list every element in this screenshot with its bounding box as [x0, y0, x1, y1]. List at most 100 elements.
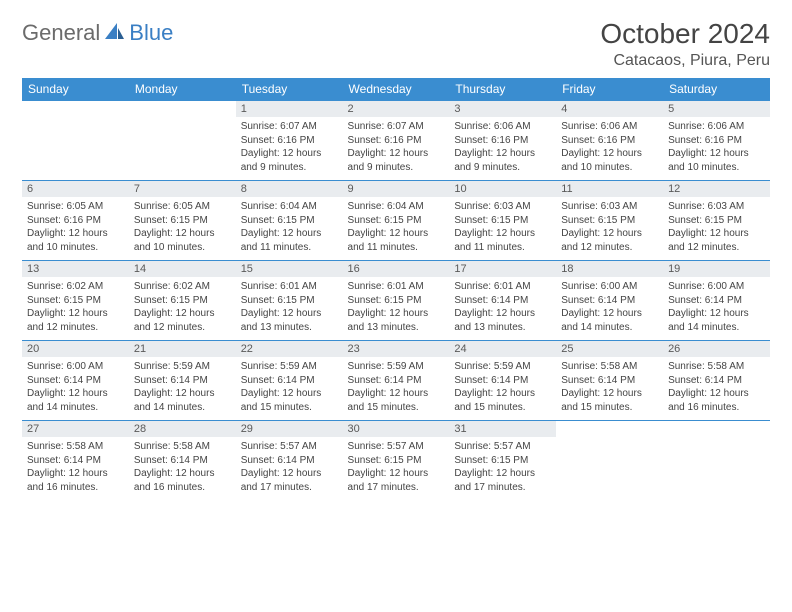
- day-details: Sunrise: 5:58 AMSunset: 6:14 PMDaylight:…: [129, 437, 236, 500]
- daylight-line: Daylight: 12 hours and 10 minutes.: [134, 227, 231, 254]
- daylight-line: Daylight: 12 hours and 9 minutes.: [454, 147, 551, 174]
- day-details: Sunrise: 6:04 AMSunset: 6:15 PMDaylight:…: [236, 197, 343, 260]
- day-number: 31: [449, 421, 556, 437]
- sunrise-line: Sunrise: 6:01 AM: [241, 280, 338, 294]
- calendar-day-cell: [556, 421, 663, 501]
- day-details: Sunrise: 5:57 AMSunset: 6:15 PMDaylight:…: [449, 437, 556, 500]
- day-number: 10: [449, 181, 556, 197]
- day-details: Sunrise: 6:02 AMSunset: 6:15 PMDaylight:…: [129, 277, 236, 340]
- daylight-line: Daylight: 12 hours and 10 minutes.: [27, 227, 124, 254]
- calendar-day-cell: 16Sunrise: 6:01 AMSunset: 6:15 PMDayligh…: [343, 261, 450, 341]
- daylight-line: Daylight: 12 hours and 10 minutes.: [561, 147, 658, 174]
- calendar-day-cell: 5Sunrise: 6:06 AMSunset: 6:16 PMDaylight…: [663, 101, 770, 181]
- sunrise-line: Sunrise: 6:07 AM: [241, 120, 338, 134]
- calendar-day-cell: 22Sunrise: 5:59 AMSunset: 6:14 PMDayligh…: [236, 341, 343, 421]
- weekday-header: Sunday: [22, 78, 129, 101]
- day-details: Sunrise: 6:05 AMSunset: 6:16 PMDaylight:…: [22, 197, 129, 260]
- daylight-line: Daylight: 12 hours and 14 minutes.: [27, 387, 124, 414]
- day-number: 12: [663, 181, 770, 197]
- weekday-header: Tuesday: [236, 78, 343, 101]
- calendar-day-cell: [663, 421, 770, 501]
- sunset-line: Sunset: 6:15 PM: [561, 214, 658, 228]
- sunset-line: Sunset: 6:14 PM: [241, 454, 338, 468]
- calendar-day-cell: [22, 101, 129, 181]
- calendar-day-cell: 23Sunrise: 5:59 AMSunset: 6:14 PMDayligh…: [343, 341, 450, 421]
- sunset-line: Sunset: 6:15 PM: [348, 214, 445, 228]
- day-number: 29: [236, 421, 343, 437]
- header: General Blue October 2024 Catacaos, Piur…: [22, 18, 770, 70]
- calendar-day-cell: 29Sunrise: 5:57 AMSunset: 6:14 PMDayligh…: [236, 421, 343, 501]
- day-details: Sunrise: 6:03 AMSunset: 6:15 PMDaylight:…: [449, 197, 556, 260]
- sunset-line: Sunset: 6:14 PM: [561, 374, 658, 388]
- sunset-line: Sunset: 6:15 PM: [454, 214, 551, 228]
- sunrise-line: Sunrise: 6:03 AM: [454, 200, 551, 214]
- day-number: 24: [449, 341, 556, 357]
- daylight-line: Daylight: 12 hours and 12 minutes.: [668, 227, 765, 254]
- day-details: Sunrise: 5:59 AMSunset: 6:14 PMDaylight:…: [129, 357, 236, 420]
- day-number: 18: [556, 261, 663, 277]
- daylight-line: Daylight: 12 hours and 14 minutes.: [668, 307, 765, 334]
- day-details: Sunrise: 6:07 AMSunset: 6:16 PMDaylight:…: [343, 117, 450, 180]
- day-details: Sunrise: 6:06 AMSunset: 6:16 PMDaylight:…: [449, 117, 556, 180]
- sunset-line: Sunset: 6:14 PM: [134, 454, 231, 468]
- calendar-day-cell: 2Sunrise: 6:07 AMSunset: 6:16 PMDaylight…: [343, 101, 450, 181]
- day-details: Sunrise: 6:06 AMSunset: 6:16 PMDaylight:…: [663, 117, 770, 180]
- day-details: Sunrise: 5:58 AMSunset: 6:14 PMDaylight:…: [22, 437, 129, 500]
- daylight-line: Daylight: 12 hours and 12 minutes.: [561, 227, 658, 254]
- calendar-week-row: 20Sunrise: 6:00 AMSunset: 6:14 PMDayligh…: [22, 341, 770, 421]
- calendar-day-cell: 1Sunrise: 6:07 AMSunset: 6:16 PMDaylight…: [236, 101, 343, 181]
- day-details: Sunrise: 5:58 AMSunset: 6:14 PMDaylight:…: [663, 357, 770, 420]
- day-details: Sunrise: 6:05 AMSunset: 6:15 PMDaylight:…: [129, 197, 236, 260]
- brand-word-2: Blue: [129, 20, 173, 46]
- day-number: 16: [343, 261, 450, 277]
- sunset-line: Sunset: 6:15 PM: [241, 214, 338, 228]
- day-number: 7: [129, 181, 236, 197]
- calendar-day-cell: 13Sunrise: 6:02 AMSunset: 6:15 PMDayligh…: [22, 261, 129, 341]
- sunrise-line: Sunrise: 6:01 AM: [348, 280, 445, 294]
- sunset-line: Sunset: 6:16 PM: [241, 134, 338, 148]
- day-details: Sunrise: 6:02 AMSunset: 6:15 PMDaylight:…: [22, 277, 129, 340]
- day-details: Sunrise: 6:00 AMSunset: 6:14 PMDaylight:…: [556, 277, 663, 340]
- sunrise-line: Sunrise: 6:00 AM: [27, 360, 124, 374]
- sunrise-line: Sunrise: 6:06 AM: [561, 120, 658, 134]
- sunset-line: Sunset: 6:14 PM: [348, 374, 445, 388]
- weekday-header: Saturday: [663, 78, 770, 101]
- sunset-line: Sunset: 6:14 PM: [454, 294, 551, 308]
- day-number: 23: [343, 341, 450, 357]
- calendar-day-cell: 21Sunrise: 5:59 AMSunset: 6:14 PMDayligh…: [129, 341, 236, 421]
- calendar-day-cell: 7Sunrise: 6:05 AMSunset: 6:15 PMDaylight…: [129, 181, 236, 261]
- day-number: 25: [556, 341, 663, 357]
- day-number: 4: [556, 101, 663, 117]
- calendar-table: SundayMondayTuesdayWednesdayThursdayFrid…: [22, 78, 770, 500]
- sunrise-line: Sunrise: 5:59 AM: [454, 360, 551, 374]
- daylight-line: Daylight: 12 hours and 12 minutes.: [27, 307, 124, 334]
- weekday-header: Wednesday: [343, 78, 450, 101]
- sunrise-line: Sunrise: 5:57 AM: [454, 440, 551, 454]
- sunrise-line: Sunrise: 6:03 AM: [668, 200, 765, 214]
- day-details: Sunrise: 5:59 AMSunset: 6:14 PMDaylight:…: [236, 357, 343, 420]
- calendar-day-cell: 8Sunrise: 6:04 AMSunset: 6:15 PMDaylight…: [236, 181, 343, 261]
- calendar-day-cell: 28Sunrise: 5:58 AMSunset: 6:14 PMDayligh…: [129, 421, 236, 501]
- daylight-line: Daylight: 12 hours and 15 minutes.: [348, 387, 445, 414]
- sunset-line: Sunset: 6:14 PM: [27, 454, 124, 468]
- sunset-line: Sunset: 6:14 PM: [134, 374, 231, 388]
- sunset-line: Sunset: 6:15 PM: [134, 294, 231, 308]
- day-number: 20: [22, 341, 129, 357]
- day-details: Sunrise: 6:00 AMSunset: 6:14 PMDaylight:…: [663, 277, 770, 340]
- daylight-line: Daylight: 12 hours and 9 minutes.: [348, 147, 445, 174]
- calendar-day-cell: 4Sunrise: 6:06 AMSunset: 6:16 PMDaylight…: [556, 101, 663, 181]
- daylight-line: Daylight: 12 hours and 16 minutes.: [134, 467, 231, 494]
- brand-word-1: General: [22, 20, 100, 46]
- daylight-line: Daylight: 12 hours and 9 minutes.: [241, 147, 338, 174]
- calendar-day-cell: 27Sunrise: 5:58 AMSunset: 6:14 PMDayligh…: [22, 421, 129, 501]
- sunrise-line: Sunrise: 5:57 AM: [348, 440, 445, 454]
- calendar-day-cell: 15Sunrise: 6:01 AMSunset: 6:15 PMDayligh…: [236, 261, 343, 341]
- sunset-line: Sunset: 6:14 PM: [561, 294, 658, 308]
- calendar-day-cell: 17Sunrise: 6:01 AMSunset: 6:14 PMDayligh…: [449, 261, 556, 341]
- daylight-line: Daylight: 12 hours and 11 minutes.: [241, 227, 338, 254]
- sunrise-line: Sunrise: 6:05 AM: [27, 200, 124, 214]
- daylight-line: Daylight: 12 hours and 11 minutes.: [454, 227, 551, 254]
- day-details: Sunrise: 5:59 AMSunset: 6:14 PMDaylight:…: [449, 357, 556, 420]
- calendar-day-cell: 24Sunrise: 5:59 AMSunset: 6:14 PMDayligh…: [449, 341, 556, 421]
- daylight-line: Daylight: 12 hours and 14 minutes.: [134, 387, 231, 414]
